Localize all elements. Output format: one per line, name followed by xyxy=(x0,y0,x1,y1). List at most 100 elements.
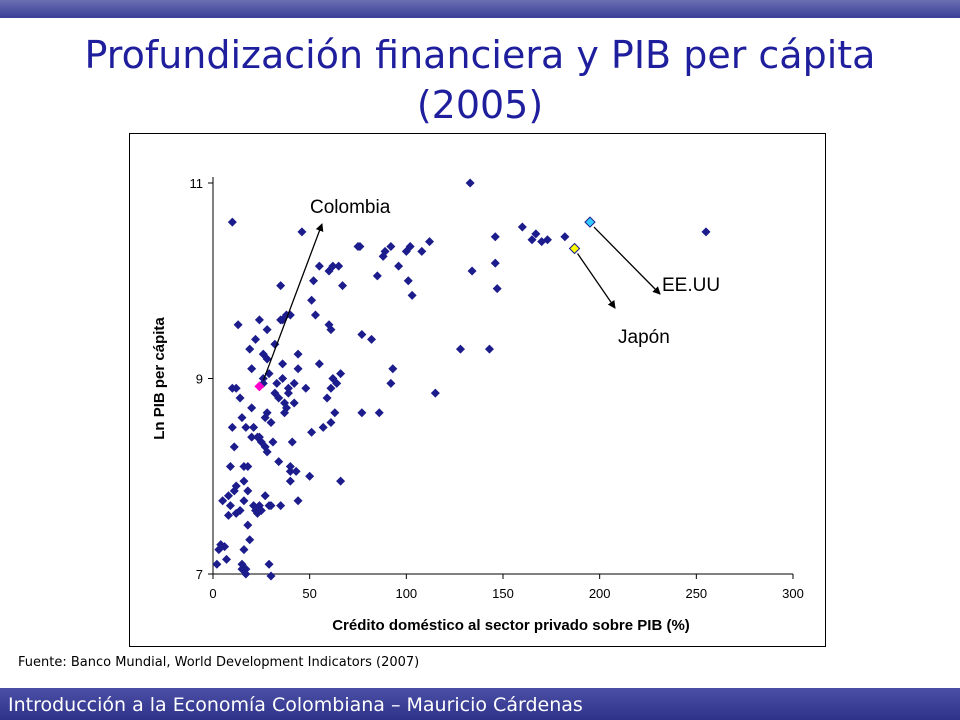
data-point xyxy=(285,310,295,320)
data-point xyxy=(252,508,262,518)
data-point xyxy=(260,413,270,423)
data-point xyxy=(262,325,272,335)
x-tick-label: 50 xyxy=(302,586,316,601)
data-point xyxy=(417,246,427,256)
data-point xyxy=(243,520,253,530)
data-point xyxy=(241,564,251,574)
data-point xyxy=(276,501,286,511)
data-point xyxy=(467,266,477,276)
data-point xyxy=(222,554,232,564)
data-point xyxy=(278,374,288,383)
data-point xyxy=(254,315,264,325)
data-point xyxy=(332,378,342,388)
data-point xyxy=(223,491,233,501)
data-point xyxy=(330,408,340,418)
title-line-2: (2005) xyxy=(416,83,544,127)
data-point xyxy=(287,437,297,447)
x-tick-label: 300 xyxy=(782,586,804,601)
data-point xyxy=(293,349,303,359)
data-point xyxy=(307,295,317,305)
data-point xyxy=(326,417,336,427)
data-point xyxy=(274,457,284,467)
data-point xyxy=(260,491,270,501)
data-point xyxy=(239,476,249,486)
x-tick-label: 250 xyxy=(685,586,707,601)
data-point xyxy=(293,496,303,506)
data-point xyxy=(336,476,346,486)
data-point xyxy=(220,542,230,552)
data-point xyxy=(314,261,324,271)
annotations: Colombia Japón EE.UU xyxy=(254,197,720,392)
data-point xyxy=(328,261,338,271)
data-point xyxy=(465,178,475,188)
data-point xyxy=(266,571,276,581)
data-point xyxy=(326,383,336,393)
data-point xyxy=(264,369,274,379)
data-point xyxy=(247,364,257,374)
data-point xyxy=(243,486,253,496)
data-point xyxy=(285,466,295,476)
data-point xyxy=(334,261,344,271)
data-point xyxy=(225,461,235,471)
data-point xyxy=(701,227,711,237)
data-point xyxy=(227,422,237,432)
data-point xyxy=(262,447,272,457)
colombia-arrow xyxy=(262,223,324,381)
data-point xyxy=(307,427,317,437)
data-point xyxy=(403,276,413,286)
data-point xyxy=(283,388,293,398)
data-point xyxy=(531,229,541,239)
data-point xyxy=(245,344,255,354)
y-tick-label: 9 xyxy=(196,372,203,387)
colombia-label: Colombia xyxy=(310,197,391,218)
data-point xyxy=(260,442,270,452)
data-point xyxy=(262,354,272,364)
data-point xyxy=(314,359,324,369)
data-point xyxy=(239,496,249,506)
chart-frame: 0 50 100 150 200 250 300 7 9 11 Colombia Japón EE.U… xyxy=(129,133,826,647)
data-point xyxy=(247,432,257,442)
data-point xyxy=(247,403,257,413)
data-point xyxy=(278,359,288,369)
data-point xyxy=(388,364,398,374)
data-point xyxy=(560,232,570,242)
scatter-chart: 0 50 100 150 200 250 300 7 9 11 Colombia Japón EE.U… xyxy=(151,176,804,634)
data-point xyxy=(430,388,440,398)
data-point xyxy=(355,242,365,252)
data-point xyxy=(223,510,233,520)
data-point xyxy=(239,545,249,555)
data-point xyxy=(336,369,346,379)
highlight-point-japon xyxy=(568,242,581,255)
data-point xyxy=(225,501,235,511)
data-point xyxy=(386,378,396,388)
eeuu-label: EE.UU xyxy=(662,275,720,296)
source-note: Fuente: Banco Mundial, World Development… xyxy=(18,655,420,670)
data-point xyxy=(386,242,396,252)
data-point xyxy=(297,227,307,237)
data-point xyxy=(338,281,348,291)
data-point xyxy=(527,235,537,245)
data-point xyxy=(262,408,272,418)
data-point xyxy=(258,378,268,388)
data-point xyxy=(233,320,243,330)
data-point xyxy=(407,290,417,300)
data-point xyxy=(490,258,500,268)
y-axis-title: Ln PIB per cápita xyxy=(151,317,168,440)
slide-title: Profundización financiera y PIB per cápi… xyxy=(60,30,900,130)
data-point xyxy=(237,413,247,423)
data-point xyxy=(318,422,328,432)
axes: 0 50 100 150 200 250 300 7 9 11 xyxy=(190,176,804,601)
data-point xyxy=(301,383,311,393)
data-point xyxy=(310,310,320,320)
top-bar xyxy=(0,0,960,18)
japon-label: Japón xyxy=(618,327,670,348)
data-point xyxy=(492,284,502,294)
data-point xyxy=(283,383,293,393)
data-point xyxy=(266,501,276,511)
x-tick-label: 150 xyxy=(492,586,514,601)
data-point xyxy=(367,334,377,344)
data-point xyxy=(289,378,299,388)
data-point xyxy=(322,393,332,403)
data-point xyxy=(241,422,251,432)
data-point xyxy=(245,535,255,545)
